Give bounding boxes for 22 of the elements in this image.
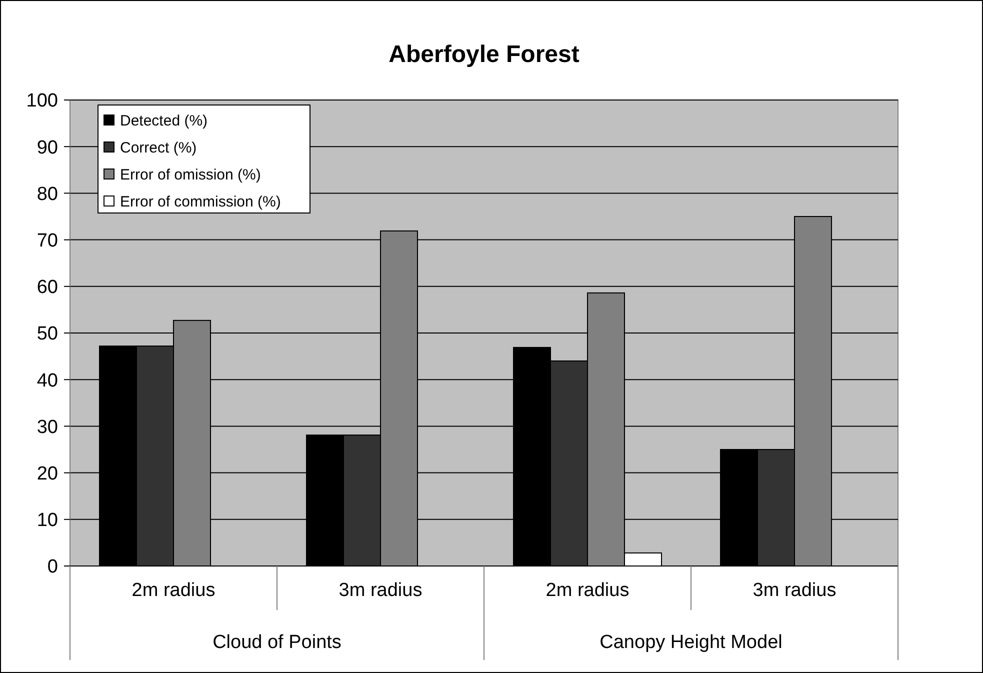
- y-tick-label: 30: [36, 416, 58, 438]
- y-tick-label: 80: [36, 184, 58, 205]
- x-tick-label: 2m radius: [132, 580, 216, 601]
- x-tick-label: 3m radius: [338, 580, 422, 601]
- y-tick-label: 50: [36, 324, 58, 345]
- y-tick-label: 100: [26, 90, 58, 112]
- text: Canopy Height Model: [600, 632, 782, 653]
- legend-label: Error of omission (%): [120, 166, 261, 184]
- x-tick-label: 2m radius: [546, 580, 630, 601]
- y-tick-label: 40: [36, 370, 58, 392]
- legend-label: Error of commission (%): [120, 193, 281, 210]
- chart-title: Aberfoyle Forest: [388, 41, 580, 68]
- y-tick-label: 60: [36, 277, 58, 298]
- y-tick-label: 10: [36, 510, 58, 532]
- x-tick-label: 3m radius: [752, 580, 836, 601]
- legend-label: Detected (%): [120, 112, 208, 130]
- y-tick-label: 20: [36, 463, 58, 484]
- y-tick-label: 0: [47, 556, 58, 578]
- legend-label: Correct (%): [120, 139, 197, 156]
- y-tick-label: 70: [36, 230, 58, 252]
- text: Cloud of Points: [212, 632, 342, 653]
- y-tick-label: 90: [36, 137, 58, 158]
